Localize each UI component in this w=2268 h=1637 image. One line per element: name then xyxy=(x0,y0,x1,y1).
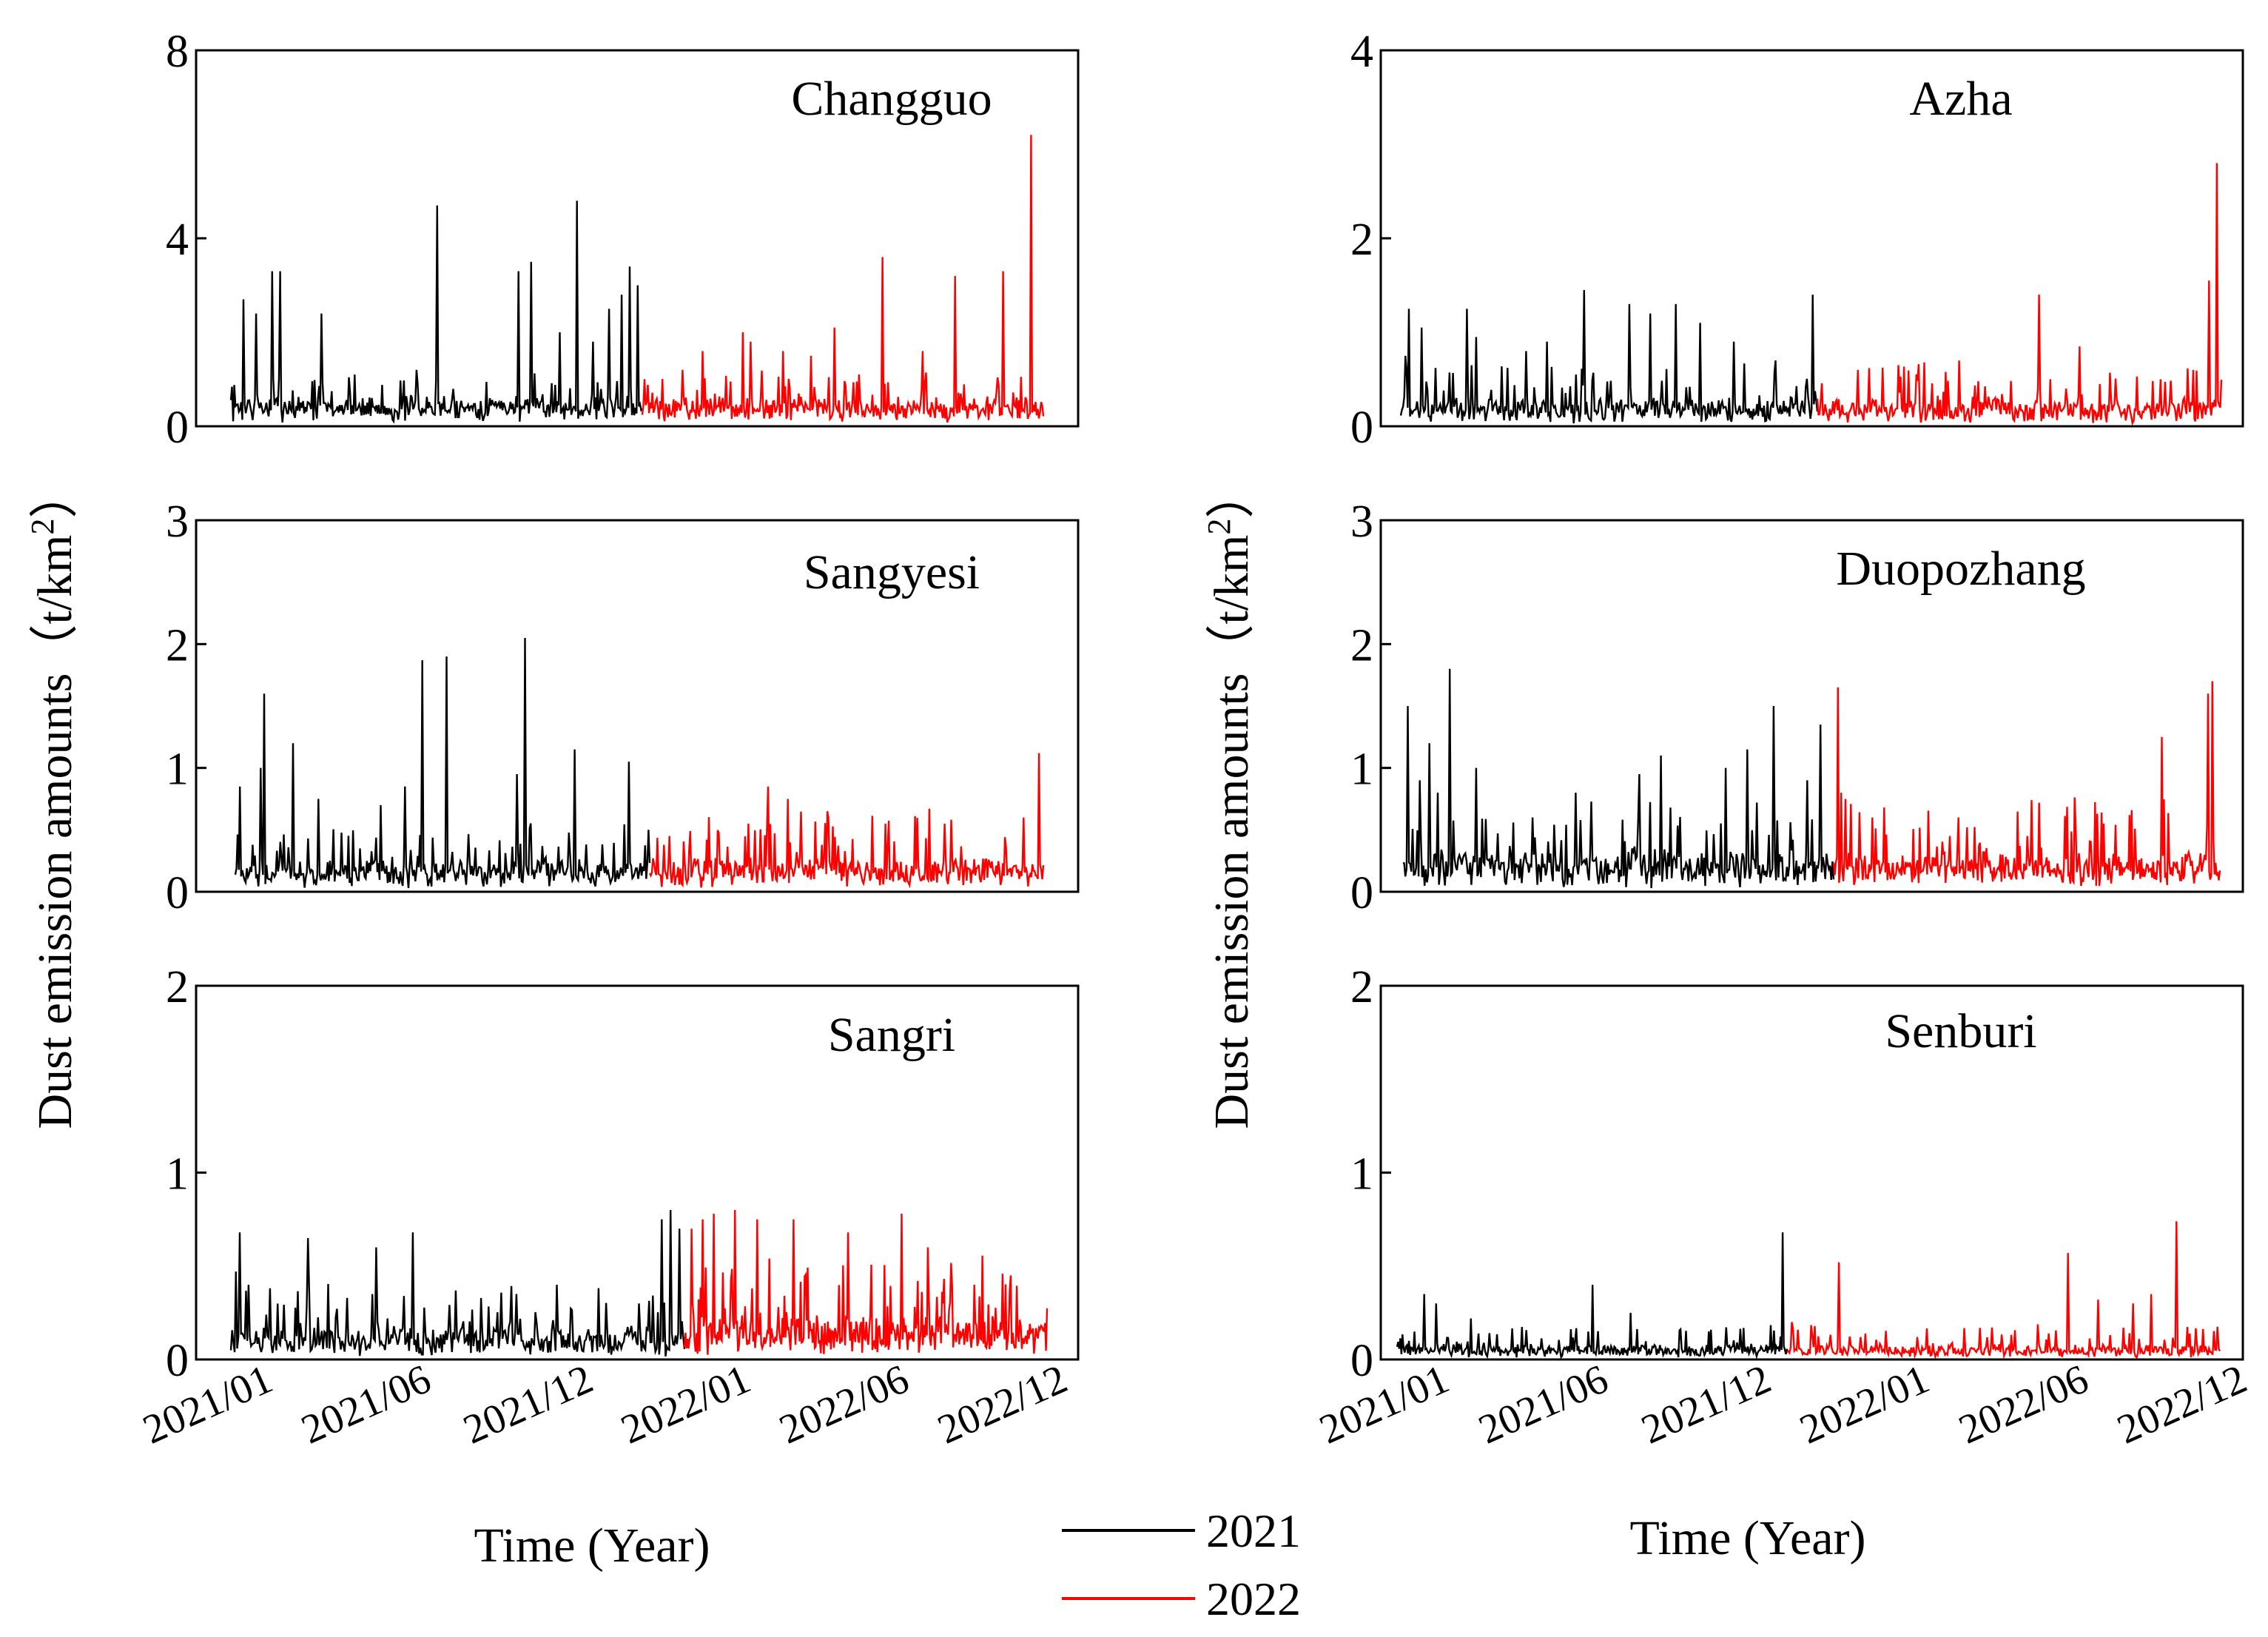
x-tick-label: 2022/01 xyxy=(1793,1356,1936,1453)
panel-title: Changguo xyxy=(791,72,992,126)
x-tick-label: 2022/12 xyxy=(2110,1356,2253,1453)
panel-title: Duopozhang xyxy=(1836,542,2085,596)
panel-azha: 0 2 4 Azha xyxy=(1350,27,2244,453)
series-line-2022-sangri xyxy=(683,1209,1049,1355)
series-line-2021-changguo xyxy=(229,201,643,424)
panel-duopozhang: 0 1 2 3 Duopozhang xyxy=(1350,497,2244,918)
panel-title: Azha xyxy=(1909,72,2012,126)
y-tick-label: 2 xyxy=(1350,215,1373,265)
x-tick-label: 2022/06 xyxy=(773,1356,915,1453)
y-tick-label: 1 xyxy=(1350,744,1373,795)
series-line-2021-sangri xyxy=(229,1209,686,1357)
plot-frame xyxy=(1379,519,2244,893)
series-line-2021-duopozhang xyxy=(1402,668,1835,889)
panel-title: Senburi xyxy=(1885,1004,2036,1058)
panel-changguo: 0 4 8 Changguo xyxy=(166,27,1080,453)
x-tick-label: 2021/12 xyxy=(1635,1356,1777,1453)
y-tick-label: 3 xyxy=(1350,497,1373,547)
y-tick-label: 2 xyxy=(166,620,189,670)
x-tick-label: 2021/06 xyxy=(1472,1356,1615,1453)
series-line-2021-azha xyxy=(1399,289,1819,424)
series-line-2022-azha xyxy=(1816,163,2223,426)
y-tick-label: 4 xyxy=(166,215,189,265)
y-tick-label: 1 xyxy=(166,1149,189,1200)
y-tick-label: 1 xyxy=(166,744,189,795)
panels: 0 4 8 Changguo 0 2 4 Azha 0 1 2 3 Sangyesi 0 1 2 3 Duopoz… xyxy=(136,27,2253,1453)
y-tick-label: 4 xyxy=(1350,27,1373,77)
y-tick-label: 0 xyxy=(1350,403,1373,453)
right-ylabel-close: ） xyxy=(1205,469,1259,518)
x-tick-label: 2022/12 xyxy=(931,1356,1074,1453)
left-ylabel: Dust emission amounts（t/km2） xyxy=(24,469,83,1129)
series-line-2022-sangyesi xyxy=(648,753,1045,889)
panel-title: Sangri xyxy=(828,1008,955,1062)
right-ylabel: Dust emission amounts（t/km2） xyxy=(1201,469,1259,1129)
right-ylabel-unit: （t/km xyxy=(1205,534,1259,673)
left-ylabel-close: ） xyxy=(28,469,82,518)
y-tick-label: 8 xyxy=(166,27,189,77)
left-xlabel: Time (Year) xyxy=(474,1519,710,1573)
y-tick-label: 1 xyxy=(1350,1149,1373,1200)
y-tick-label: 0 xyxy=(166,868,189,918)
x-tick-label: 2021/06 xyxy=(295,1356,437,1453)
x-tick-label: 2021/01 xyxy=(1313,1356,1456,1453)
panel-sangyesi: 0 1 2 3 Sangyesi xyxy=(166,497,1080,918)
y-tick-label: 0 xyxy=(1350,1336,1373,1386)
plot-frame xyxy=(195,519,1080,893)
y-tick-label: 2 xyxy=(166,962,189,1012)
y-tick-label: 3 xyxy=(166,497,189,547)
series-line-2022-changguo xyxy=(641,135,1045,423)
right-xlabel: Time (Year) xyxy=(1629,1511,1865,1565)
left-ylabel-sup: 2 xyxy=(24,518,61,534)
right-ylabel-sup: 2 xyxy=(1201,518,1237,534)
y-tick-label: 0 xyxy=(166,1336,189,1386)
series-line-2021-sangyesi xyxy=(234,637,651,889)
y-tick-label: 0 xyxy=(166,403,189,453)
left-ylabel-text: Dust emission amounts xyxy=(28,673,82,1129)
right-ylabel-text: Dust emission amounts xyxy=(1205,673,1259,1129)
x-tick-label: 2021/12 xyxy=(457,1356,599,1453)
series-line-2021-senburi xyxy=(1396,1232,1789,1359)
panel-title: Sangyesi xyxy=(804,545,980,599)
plot-frame xyxy=(1379,984,2244,1361)
left-ylabel-unit: （t/km xyxy=(28,534,82,673)
x-tick-label: 2021/01 xyxy=(136,1356,279,1453)
x-tick-label: 2022/01 xyxy=(614,1356,757,1453)
legend-label-2022: 2022 xyxy=(1206,1573,1301,1625)
y-tick-label: 2 xyxy=(1350,962,1373,1012)
series-line-2022-duopozhang xyxy=(1832,681,2221,887)
x-tick-label: 2022/06 xyxy=(1952,1356,2095,1453)
y-tick-label: 2 xyxy=(1350,620,1373,670)
y-tick-label: 0 xyxy=(1350,868,1373,918)
series-line-2022-senburi xyxy=(1786,1221,2221,1360)
legend: 2021 2022 xyxy=(1062,1505,1301,1625)
legend-label-2021: 2021 xyxy=(1206,1505,1301,1557)
